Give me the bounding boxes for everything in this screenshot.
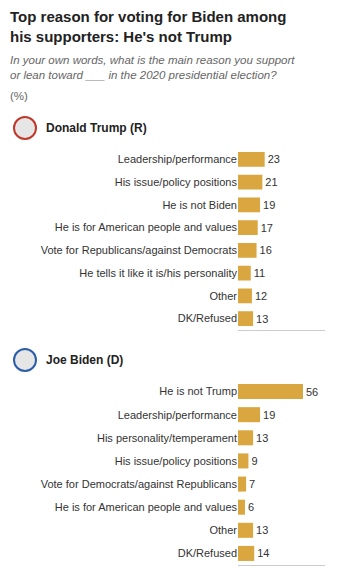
svg-text:His issue/policy positions: His issue/policy positions <box>115 455 238 467</box>
svg-text:Donald Trump (R): Donald Trump (R) <box>46 121 147 135</box>
svg-text:16: 16 <box>260 244 272 256</box>
svg-text:56: 56 <box>306 386 318 398</box>
svg-text:He is for American people and: He is for American people and values <box>55 221 238 233</box>
svg-text:9: 9 <box>251 455 257 467</box>
svg-text:12: 12 <box>255 290 267 302</box>
svg-text:His issue/policy positions: His issue/policy positions <box>115 176 238 188</box>
svg-text:He is not Trump: He is not Trump <box>159 385 237 397</box>
svg-text:Vote for Republicans/against D: Vote for Republicans/against Democrats <box>41 244 238 256</box>
svg-text:19: 19 <box>263 199 275 211</box>
svg-text:He tells it like it is/his per: He tells it like it is/his personality <box>79 267 237 279</box>
svg-text:He is for American people and: He is for American people and values <box>55 501 238 513</box>
svg-text:Other: Other <box>209 524 237 536</box>
svg-text:7: 7 <box>249 478 255 490</box>
svg-text:19: 19 <box>263 409 275 421</box>
svg-text:17: 17 <box>261 222 273 234</box>
svg-text:Top reason for voting for Bide: Top reason for voting for Biden amonghis… <box>10 8 286 45</box>
svg-text:He is not Biden: He is not Biden <box>162 199 237 211</box>
svg-text:Other: Other <box>209 290 237 302</box>
svg-text:His personality/temperament: His personality/temperament <box>97 432 237 444</box>
svg-text:13: 13 <box>256 432 268 444</box>
svg-text:13: 13 <box>256 524 268 536</box>
svg-text:23: 23 <box>268 153 280 165</box>
svg-text:11: 11 <box>254 267 265 279</box>
svg-text:Vote for Democrats/against Rep: Vote for Democrats/against Republicans <box>41 478 238 490</box>
svg-text:DK/Refused: DK/Refused <box>178 547 237 559</box>
svg-text:Joe Biden (D): Joe Biden (D) <box>46 353 123 367</box>
svg-text:Leadership/performance: Leadership/performance <box>118 409 237 421</box>
svg-text:13: 13 <box>256 313 268 325</box>
svg-text:6: 6 <box>248 501 254 513</box>
svg-text:14: 14 <box>257 547 269 559</box>
svg-text:(%): (%) <box>10 90 28 102</box>
svg-text:In your own words, what is the: In your own words, what is the main reas… <box>10 54 295 81</box>
svg-text:DK/Refused: DK/Refused <box>178 312 237 324</box>
svg-text:Leadership/performance: Leadership/performance <box>118 153 237 165</box>
svg-text:21: 21 <box>265 176 277 188</box>
